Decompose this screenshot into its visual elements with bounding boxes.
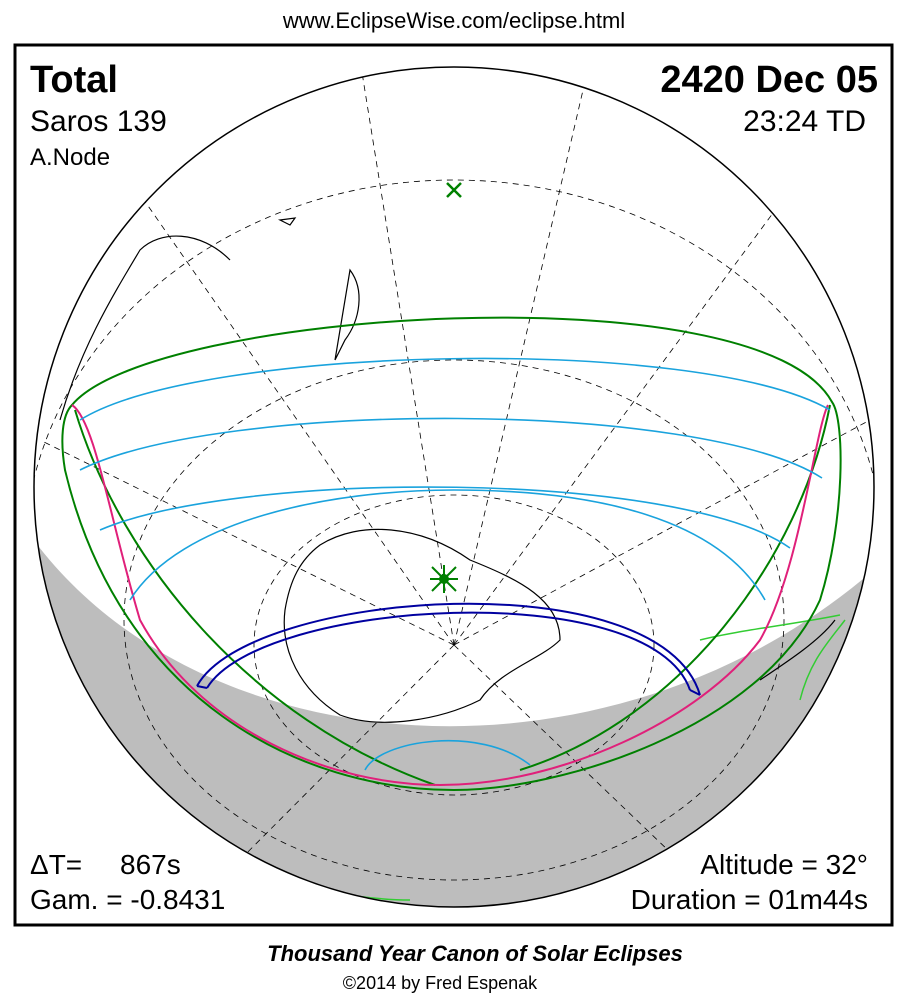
path-of-totality [196, 602, 701, 696]
globe-outline [33, 66, 875, 908]
canon-title: Thousand Year Canon of Solar Eclipses [267, 941, 683, 966]
greatest-eclipse-dot [439, 574, 449, 584]
graticule [34, 67, 874, 907]
night-shade [34, 535, 874, 907]
eclipse-time: 23:24 TD [743, 105, 866, 138]
max-eclipse-curve [71, 404, 829, 787]
globe-content [34, 67, 874, 907]
copyright: ©2014 by Fred Espenak [343, 973, 538, 993]
coastlines [59, 217, 836, 723]
saros: Saros 139 [30, 105, 167, 138]
penumbra-limit [61, 316, 842, 792]
delta-t-label: ΔT= [30, 849, 82, 880]
node: A.Node [30, 144, 110, 171]
altitude: Altitude = 32° [700, 849, 868, 880]
duration: Duration = 01m44s [631, 884, 868, 915]
url: www.EclipseWise.com/eclipse.html [282, 8, 625, 33]
eclipse-date: 2420 Dec 05 [660, 59, 878, 101]
delta-t: 867s [120, 849, 181, 880]
sub-solar-point [446, 182, 462, 198]
eclipse-type: Total [30, 59, 118, 101]
magnitude-curves [79, 357, 831, 771]
gamma: Gam. = -0.8431 [30, 884, 225, 915]
